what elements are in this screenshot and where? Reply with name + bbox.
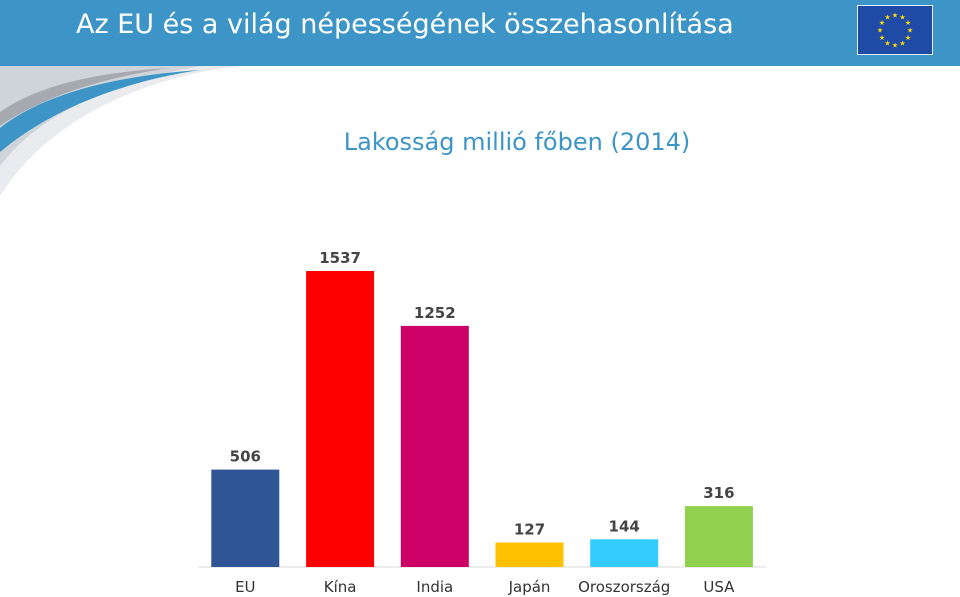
data-label-5: 316 [703,484,734,502]
eu-flag-icon: ★ ★ ★ ★ ★ ★ ★ ★ ★ ★ ★ ★ [857,5,933,55]
svg-text:★: ★ [899,14,905,22]
svg-text:★: ★ [892,42,898,50]
chart-title: Lakosság millió főben (2014) [343,128,691,156]
bar-2 [400,325,469,567]
page-title: Az EU és a világ népességének összehason… [76,9,734,40]
category-label-2: India [416,578,453,596]
data-label-3: 127 [514,521,545,539]
data-label-2: 1252 [414,304,456,322]
bar-5 [684,506,753,567]
svg-text:★: ★ [899,40,905,48]
data-label-1: 1537 [319,249,361,267]
svg-text:★: ★ [879,19,885,27]
svg-text:★: ★ [905,34,911,42]
bar-4 [590,539,659,567]
bar-3 [495,542,564,567]
svg-text:★: ★ [907,27,913,35]
svg-text:★: ★ [884,40,890,48]
category-label-4: Oroszország [578,578,670,596]
category-label-3: Japán [508,578,551,596]
decorative-swoosh [0,66,240,196]
category-label-1: Kína [324,578,357,596]
data-label-0: 506 [230,448,261,466]
svg-text:★: ★ [884,14,890,22]
svg-text:★: ★ [879,34,885,42]
svg-text:★: ★ [877,27,883,35]
svg-text:★: ★ [905,19,911,27]
bar-1 [306,271,375,567]
header-bar: Az EU és a világ népességének összehason… [0,0,960,66]
bar-0 [211,469,280,567]
category-label-5: USA [703,578,735,596]
svg-text:★: ★ [892,12,898,20]
data-label-4: 144 [609,517,640,535]
category-label-0: EU [235,578,255,596]
